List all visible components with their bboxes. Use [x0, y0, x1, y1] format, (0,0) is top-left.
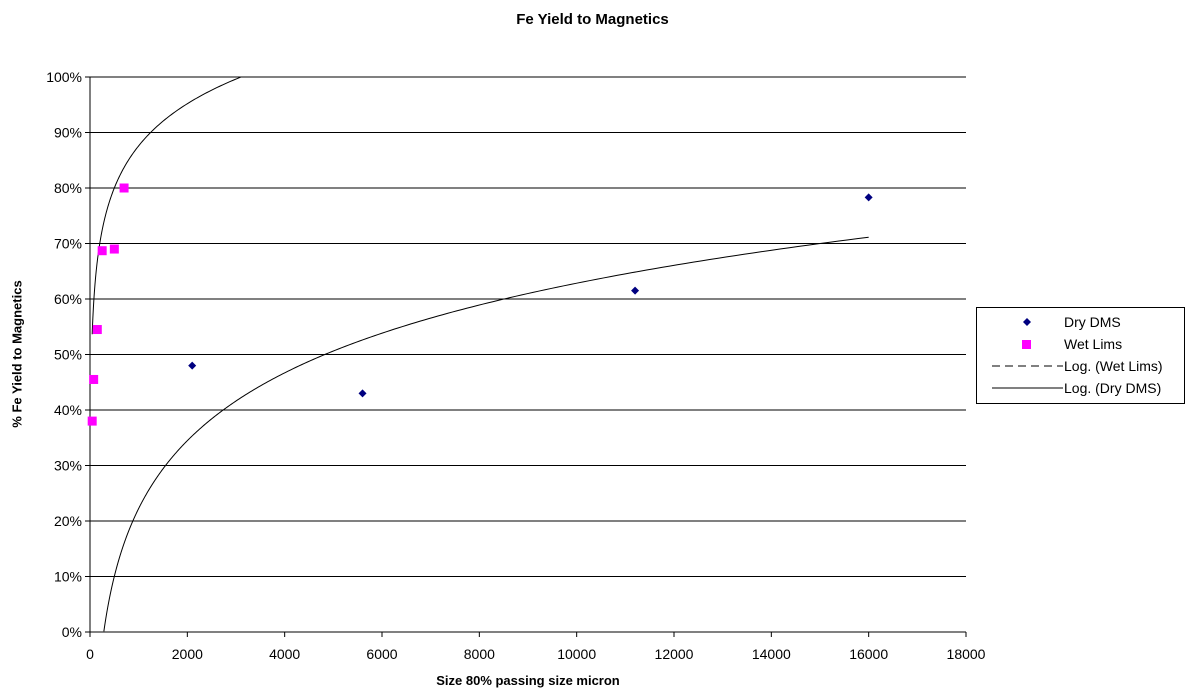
- x-tick-label: 2000: [172, 646, 203, 662]
- y-tick-label: 70%: [54, 236, 82, 252]
- y-tick-label: 100%: [46, 69, 82, 85]
- y-tick-label: 30%: [54, 458, 82, 474]
- data-point-wet-lims: [119, 183, 129, 193]
- y-tick-label: 80%: [54, 180, 82, 196]
- x-tick-label: 16000: [849, 646, 888, 662]
- data-point-dry-dms: [864, 193, 873, 202]
- x-tick-label: 4000: [269, 646, 300, 662]
- legend-label-wet-lims: Wet Lims: [1064, 336, 1123, 352]
- data-point-wet-lims: [109, 244, 119, 254]
- legend-solid-line: [992, 387, 1063, 389]
- legend-item-log-dry-dms: Log. (Dry DMS): [977, 378, 1184, 398]
- y-tick-label: 50%: [54, 347, 82, 363]
- legend-item-wet-lims: Wet Lims: [977, 334, 1184, 354]
- legend-label-log-dry-dms: Log. (Dry DMS): [1064, 380, 1162, 396]
- legend-item-log-wet-lims: Log. (Wet Lims): [977, 356, 1184, 376]
- x-tick-label: 8000: [464, 646, 495, 662]
- data-point-dry-dms: [358, 389, 367, 398]
- data-point-wet-lims: [89, 374, 99, 384]
- y-tick-label: 60%: [54, 291, 82, 307]
- x-tick-label: 18000: [947, 646, 986, 662]
- data-point-wet-lims: [97, 246, 107, 256]
- legend-label-dry-dms: Dry DMS: [1064, 314, 1121, 330]
- x-tick-label: 10000: [557, 646, 596, 662]
- y-tick-label: 40%: [54, 402, 82, 418]
- legend-item-dry-dms: Dry DMS: [977, 312, 1184, 332]
- legend-square-marker: [1022, 340, 1031, 349]
- trendline-log-dry-dms: [103, 236, 869, 632]
- legend: Dry DMS Wet Lims Log. (Wet Lims) Log. (D…: [976, 307, 1185, 404]
- x-axis-title: Size 80% passing size micron: [436, 673, 620, 688]
- chart-title: Fe Yield to Magnetics: [516, 11, 669, 28]
- y-tick-label: 20%: [54, 513, 82, 529]
- data-point-wet-lims: [87, 416, 97, 426]
- y-axis-title: % Fe Yield to Magnetics: [9, 280, 25, 428]
- trendline-log-wet-lims: [91, 76, 242, 335]
- legend-label-log-wet-lims: Log. (Wet Lims): [1064, 358, 1163, 374]
- data-point-dry-dms: [188, 361, 197, 370]
- legend-diamond-marker: [1023, 318, 1031, 326]
- y-tick-label: 0%: [62, 624, 82, 640]
- x-tick-label: 0: [86, 646, 94, 662]
- legend-dashed-line: [992, 365, 1063, 367]
- y-tick-label: 10%: [54, 569, 82, 585]
- data-point-wet-lims: [92, 325, 102, 335]
- y-tick-label: 90%: [54, 125, 82, 141]
- data-point-dry-dms: [631, 286, 640, 295]
- x-tick-label: 14000: [752, 646, 791, 662]
- x-tick-label: 6000: [366, 646, 397, 662]
- x-tick-label: 12000: [655, 646, 694, 662]
